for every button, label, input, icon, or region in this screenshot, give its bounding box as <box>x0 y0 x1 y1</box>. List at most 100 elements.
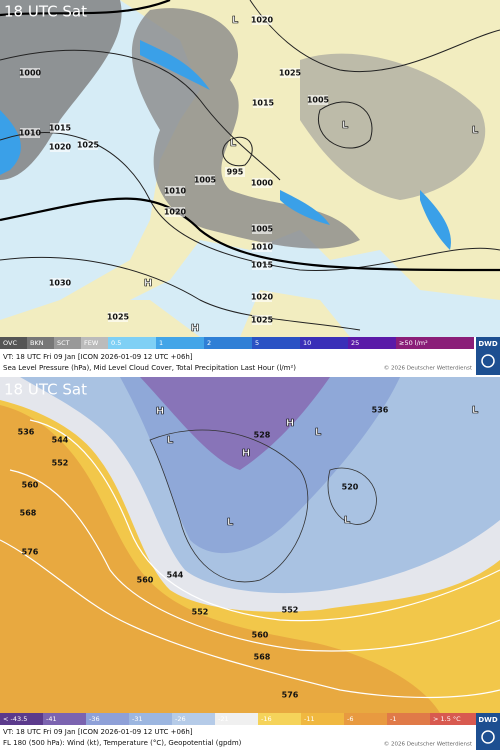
contour-label: 560 <box>252 631 269 640</box>
legend-swatch <box>387 713 430 725</box>
legend-label: -21 <box>218 715 229 723</box>
bottom-map-labels: 536 544 552 560 568 576 560 544 552 560 568 576 536 5… <box>18 405 479 700</box>
contour-label: 1005 <box>251 225 274 234</box>
label-bg <box>50 142 70 152</box>
legend-swatch <box>204 337 252 349</box>
contour-label: 568 <box>254 653 271 662</box>
description: FL 180 (500 hPa): Wind (kt), Temperature… <box>3 739 242 747</box>
contour-label: 1010 <box>251 243 274 252</box>
contour-label: 1020 <box>49 143 72 152</box>
contour-label: 1020 <box>251 293 274 302</box>
contour-label: 520 <box>342 483 359 492</box>
pressure-center: H <box>156 406 164 417</box>
panel-title: 18 UTC Sat <box>4 381 87 399</box>
top-map-labels: 1020 1000 1025 1010 1015 1020 1025 995 1005 1000 1… <box>19 15 479 335</box>
legend-swatch <box>301 713 344 725</box>
contour-label: 995 <box>227 168 244 177</box>
legend-label: 1 <box>159 339 163 347</box>
label-bg <box>50 278 70 288</box>
logo: DWD <box>478 340 498 348</box>
legend-swatch <box>258 713 301 725</box>
legend-label: OVC <box>3 339 17 347</box>
contour-label: 1020 <box>251 16 274 25</box>
legend-swatch <box>86 713 129 725</box>
contour-label: 1010 <box>19 129 42 138</box>
label-bg <box>252 260 272 270</box>
legend-swatch <box>430 713 476 725</box>
pressure-center: L <box>472 405 479 416</box>
legend-label: 5 <box>255 339 259 347</box>
legend-swatch <box>27 337 54 349</box>
contour-label: 1025 <box>251 316 274 325</box>
contour-label: 1030 <box>49 279 72 288</box>
legend-swatch <box>108 337 156 349</box>
pressure-center: L <box>315 427 322 438</box>
contour-label: 568 <box>20 509 37 518</box>
info-bar <box>0 725 476 750</box>
legend-swatch <box>396 337 474 349</box>
legend-swatch <box>54 337 81 349</box>
pressure-center: H <box>242 448 250 459</box>
contour-label: 1000 <box>19 69 42 78</box>
contour-label: 1025 <box>77 141 100 150</box>
legend-label: 25 <box>351 339 359 347</box>
bottom-map <box>0 377 500 713</box>
label-bg <box>195 175 215 185</box>
label-bg <box>225 167 245 177</box>
label-bg <box>252 178 272 188</box>
copyright: © 2026 Deutscher Wetterdienst <box>384 365 473 372</box>
logo-icon <box>481 354 495 368</box>
label-bg <box>280 68 300 78</box>
label-bg <box>20 68 40 78</box>
label-bg <box>165 207 185 217</box>
contour-label: 1020 <box>164 208 187 217</box>
label-bg <box>252 315 272 325</box>
pressure-center: H <box>286 418 294 429</box>
label-bg <box>308 95 328 105</box>
label-bg <box>252 242 272 252</box>
contour-label: 528 <box>254 431 271 440</box>
contour-label: 552 <box>192 608 209 617</box>
contour-label: 1025 <box>107 313 130 322</box>
pressure-center: H <box>191 323 199 334</box>
legend-label: -31 <box>132 715 143 723</box>
pressure-center: L <box>167 435 174 446</box>
legend-label: -6 <box>347 715 353 723</box>
contour-label: 552 <box>52 459 69 468</box>
bottom-legend: < -43.5 -41 -36 -31 -26 -21 -16 -11 -6 -1 > 1.5 °C <box>0 713 476 725</box>
description: Sea Level Pressure (hPa), Mid Level Clou… <box>3 364 296 372</box>
label-bg <box>252 292 272 302</box>
contour-label: 536 <box>372 406 389 415</box>
logo-box <box>476 337 500 375</box>
contour-label: 560 <box>22 481 39 490</box>
legend-label: -11 <box>304 715 315 723</box>
legend-swatch <box>156 337 204 349</box>
label-bg <box>253 98 273 108</box>
legend-label: -26 <box>175 715 186 723</box>
contour-label: 560 <box>137 576 154 585</box>
info-bar <box>0 350 476 375</box>
pressure-center: H <box>144 278 152 289</box>
pressure-center: L <box>230 138 237 149</box>
logo: DWD <box>478 716 498 724</box>
legend-label: > 1.5 °C <box>433 715 461 723</box>
label-bg <box>20 128 40 138</box>
label-bg <box>50 123 70 133</box>
contour-label: 1000 <box>251 179 274 188</box>
legend-swatch <box>300 337 348 349</box>
panel-title: 18 UTC Sat <box>4 3 87 21</box>
contour-label: 536 <box>18 428 35 437</box>
legend-swatch <box>0 713 43 725</box>
pressure-center: L <box>227 517 234 528</box>
top-legend: OVC BKN SCT FEW 0.5 1 2 5 10 25 ≥50 l/m² <box>0 337 474 349</box>
legend-label: -41 <box>46 715 57 723</box>
legend-label: < -43.5 <box>3 715 27 723</box>
pressure-center: L <box>232 15 239 26</box>
contour-label: 1015 <box>49 124 72 133</box>
legend-label: 10 <box>303 339 311 347</box>
legend-label: 0.5 <box>111 339 121 347</box>
label-bg <box>78 140 98 150</box>
top-map <box>0 0 500 337</box>
pressure-center: L <box>342 120 349 131</box>
contour-label: 1015 <box>251 261 274 270</box>
